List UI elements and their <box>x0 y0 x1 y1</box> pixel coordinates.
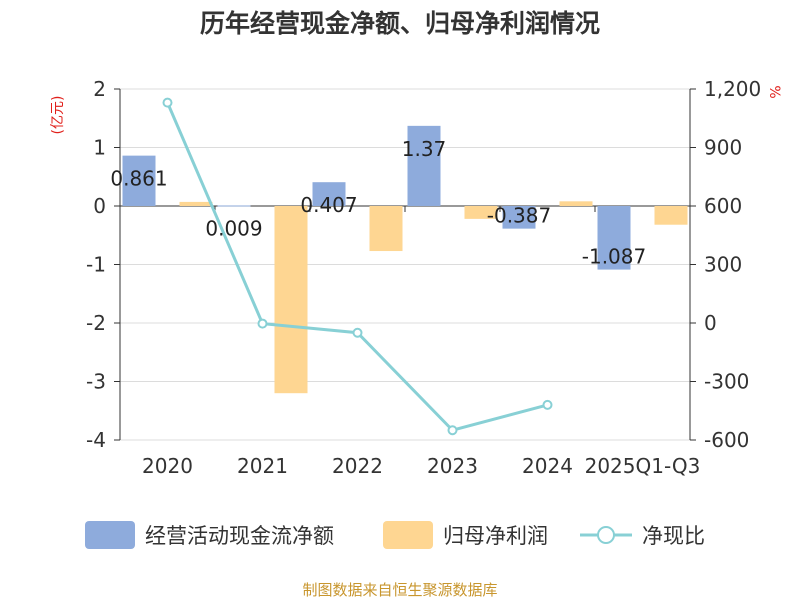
net-profit-bar <box>274 206 308 394</box>
ratio-point <box>542 399 553 410</box>
left-tick-label: -1 <box>86 253 106 277</box>
chart-title: 历年经营现金净额、归母净利润情况 <box>200 9 600 38</box>
ratio-line <box>162 97 553 436</box>
ratio-point <box>257 318 268 329</box>
axes: 2 1 0 -1 -2 -3 -4 1,200 900 600 300 0 -300 -600 2020 20… <box>50 77 782 478</box>
cash-flow-data-label: -1.087 <box>582 245 646 269</box>
left-tick-label: -3 <box>86 370 106 394</box>
category-label: 2022 <box>332 454 383 478</box>
left-tick-label: -4 <box>86 428 106 452</box>
legend-label-cash-flow: 经营活动现金流净额 <box>145 524 334 548</box>
right-tick-label: 0 <box>704 311 717 335</box>
legend-label-ratio: 净现比 <box>642 524 705 548</box>
right-tick-label: 1,200 <box>704 77 761 101</box>
net-profit-bar <box>654 206 688 225</box>
cash-flow-data-label: 1.37 <box>402 137 447 161</box>
ratio-point <box>352 327 363 338</box>
right-tick-label: 300 <box>704 253 742 277</box>
ratio-point <box>447 425 458 436</box>
cash-flow-bar <box>122 155 156 206</box>
right-axis-unit: % <box>766 85 782 98</box>
cash-flow-bar <box>312 182 346 206</box>
cash-flow-bar <box>597 206 631 270</box>
right-tick-label: -300 <box>704 370 749 394</box>
category-label: 2023 <box>427 454 478 478</box>
left-tick-label: 2 <box>93 77 106 101</box>
legend-label-net-profit: 归母净利润 <box>443 524 548 548</box>
category-label: 2020 <box>142 454 193 478</box>
right-tick-label: 600 <box>704 194 742 218</box>
right-tick-label: 900 <box>704 136 742 160</box>
cash-flow-data-label: 0.861 <box>110 167 167 191</box>
cash-flow-data-label: 0.009 <box>205 216 262 240</box>
category-label: 2024 <box>522 454 573 478</box>
legend[interactable]: 经营活动现金流净额 归母净利润 净现比 <box>85 521 705 549</box>
cash-flow-bar <box>407 125 441 206</box>
cash-flow-bar <box>502 206 536 229</box>
left-axis-unit: (亿元) <box>50 96 66 135</box>
bars <box>122 125 688 394</box>
cash-flow-data-label: -0.387 <box>487 204 551 228</box>
left-tick-label: 1 <box>93 136 106 160</box>
cash-flow-data-label: 0.407 <box>300 193 357 217</box>
right-tick-label: -600 <box>704 428 749 452</box>
cash-flow-bar <box>217 205 251 207</box>
category-label: 2025Q1-Q3 <box>585 454 701 478</box>
net-profit-bar <box>559 201 593 206</box>
net-profit-bar <box>464 206 498 219</box>
net-profit-bar <box>369 206 403 252</box>
net-profit-bar <box>179 201 213 206</box>
legend-swatch-ratio-marker <box>597 526 615 544</box>
left-tick-label: -2 <box>86 311 106 335</box>
ratio-point <box>162 97 173 108</box>
left-tick-label: 0 <box>93 194 106 218</box>
category-label: 2021 <box>237 454 288 478</box>
legend-swatch-cash-flow <box>85 521 135 549</box>
legend-swatch-net-profit <box>383 521 433 549</box>
data-labels: 0.861 0.009 0.407 1.37 -0.387 -1.087 <box>110 137 646 269</box>
source-note: 制图数据来自恒生聚源数据库 <box>302 581 497 599</box>
